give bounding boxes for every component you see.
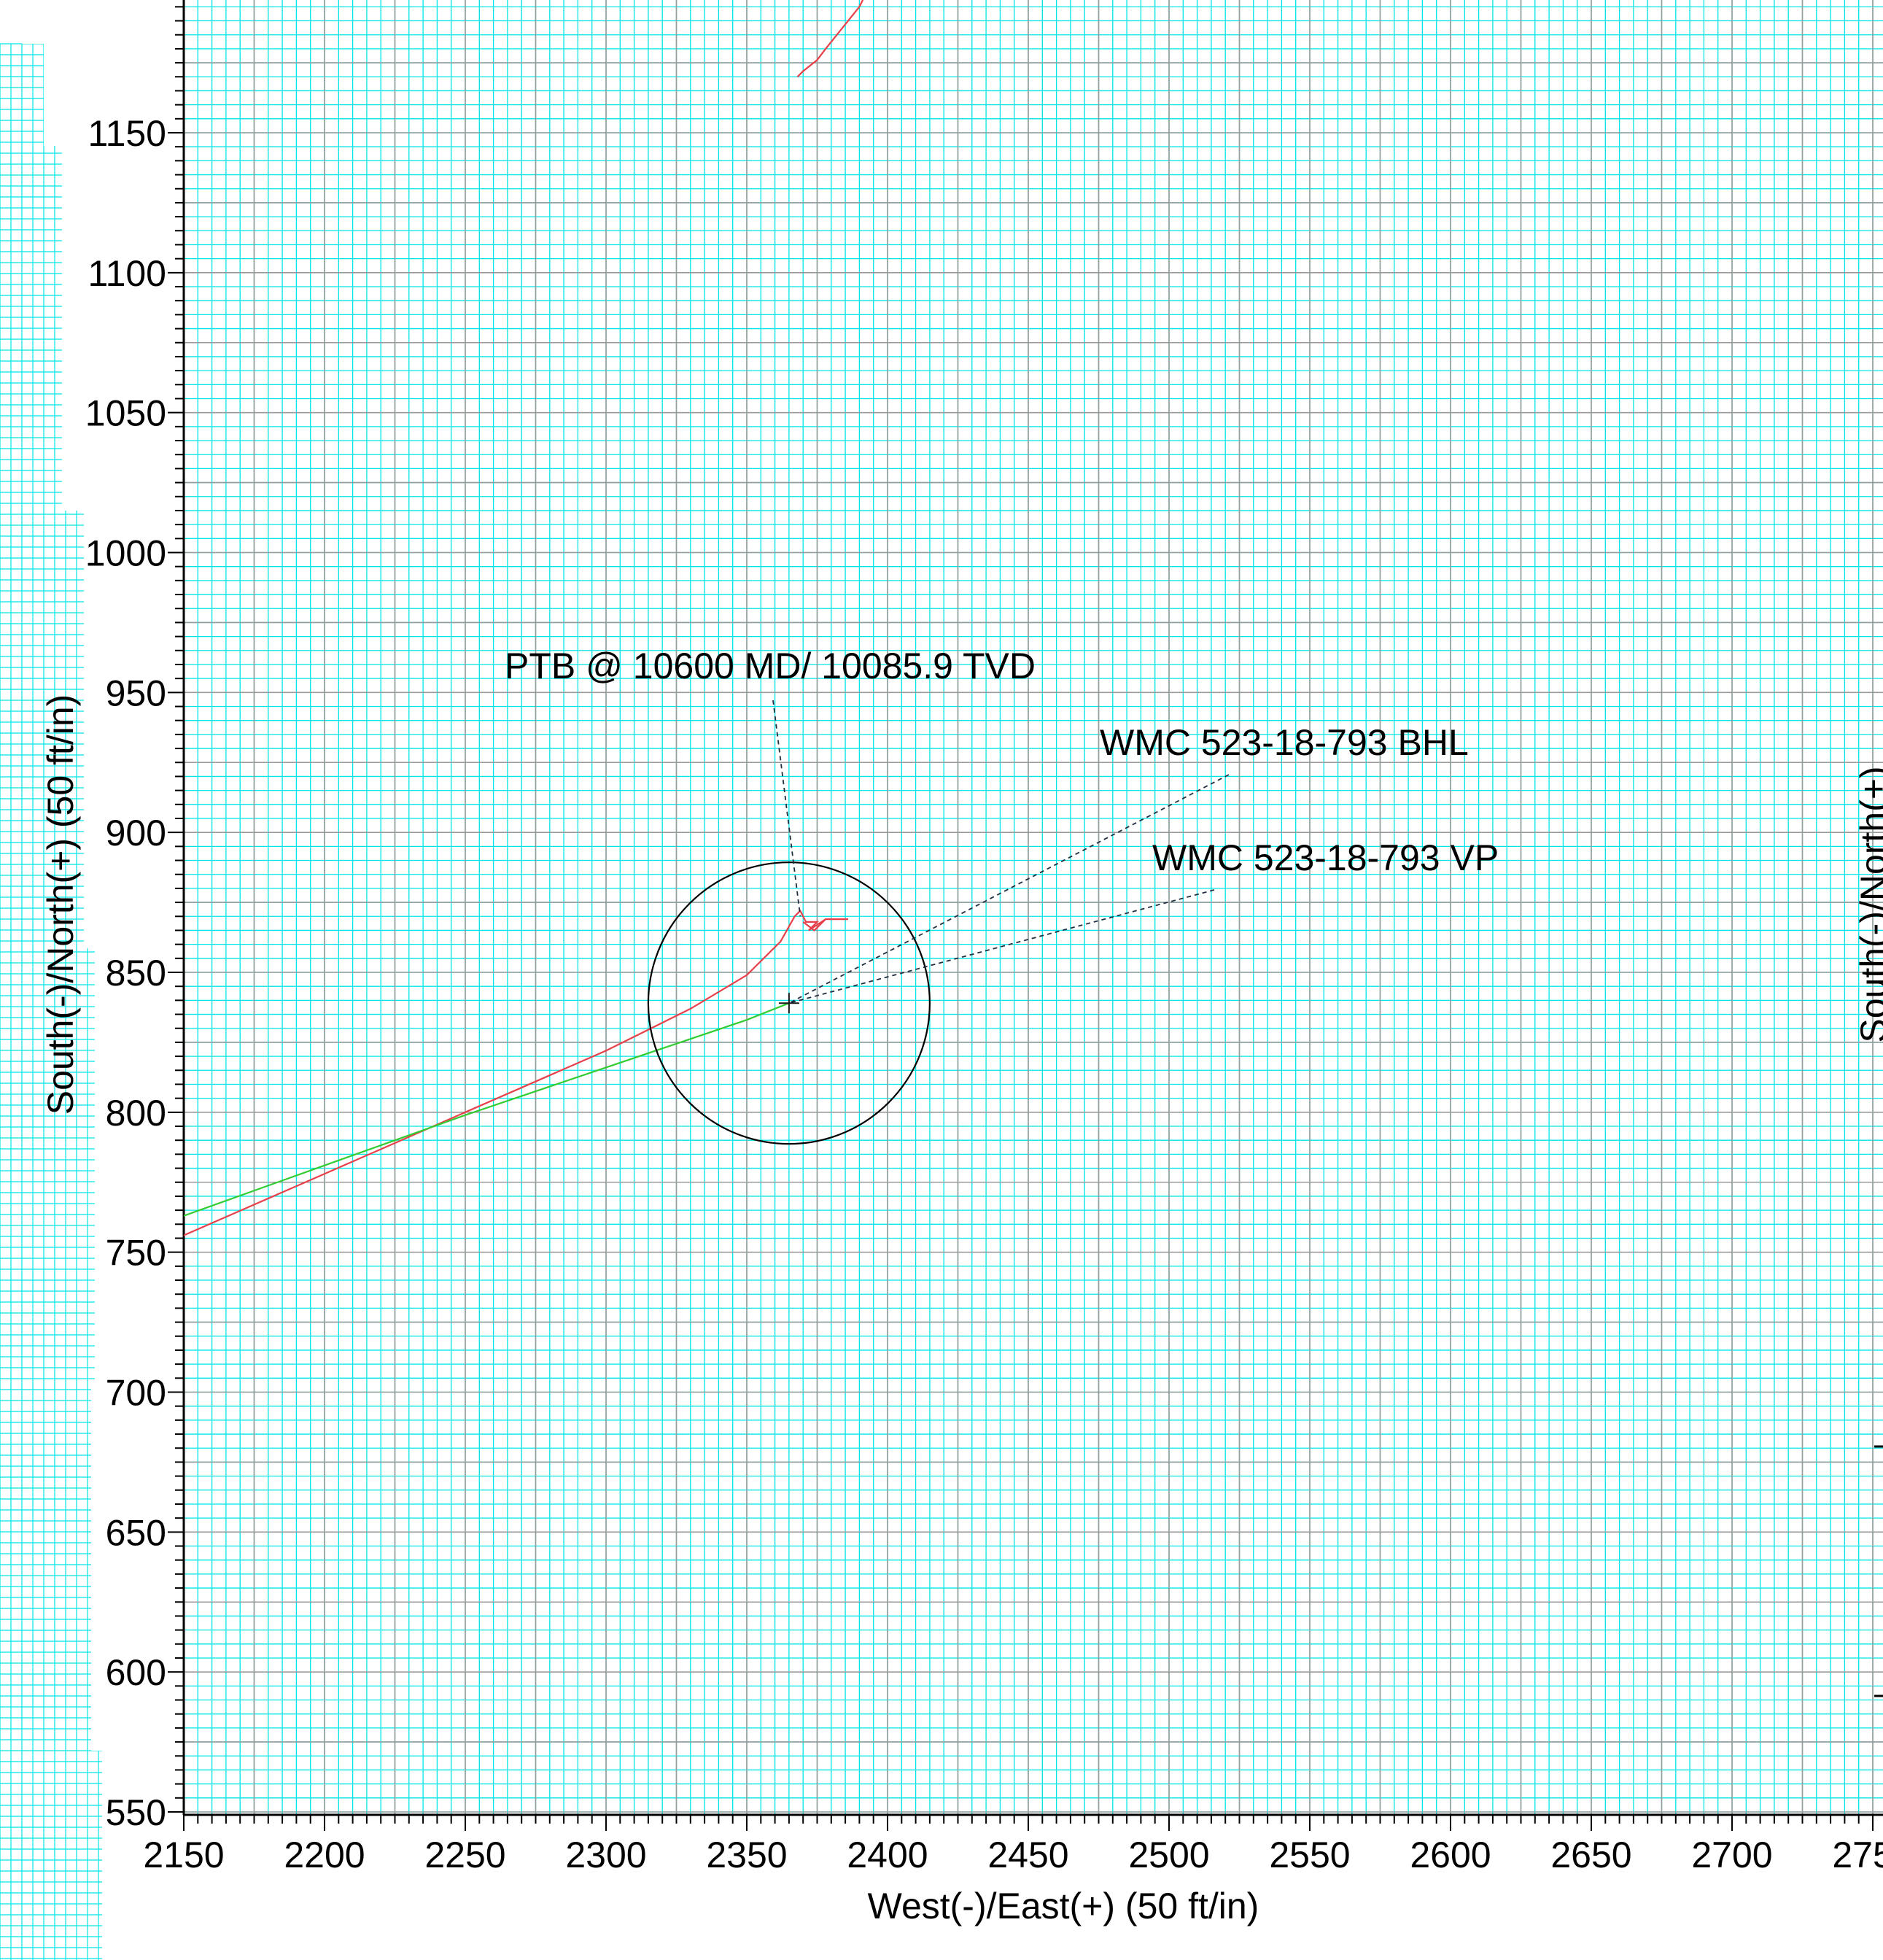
x-tick-label: 2250 [424,1835,505,1875]
x-tick-label: 2500 [1128,1835,1209,1875]
y-tick-label: 1150 [88,113,166,154]
ptb-annotation-leader [772,700,801,917]
bhl-annotation-label: WMC 523-18-793 BHL [1100,722,1469,763]
y-tick-label: 550 [106,1792,166,1833]
plot-axes [168,0,1883,1831]
y-tick-label: 1000 [85,533,166,574]
y-tick-label: 1050 [85,393,166,434]
x-tick-label: 2300 [565,1835,646,1875]
y-tick-label: 1100 [88,253,166,294]
y-tick-label: 850 [106,953,166,993]
target-circle-group [647,861,931,1145]
x-tick-label: 2400 [847,1835,928,1875]
vp-annotation-leader [788,889,1215,1004]
bhl-annotation-leader [788,774,1230,1004]
x-tick-label: 2700 [1691,1835,1772,1875]
x-tick-label: 2450 [987,1835,1068,1875]
x-tick-label: 2650 [1550,1835,1631,1875]
y-tick-labels: 550 600 650 700 750 800 850 900 950 1000 1050 1100 1… [85,113,166,1833]
x-tick-label: 2750 [1832,1835,1883,1875]
x-tick-labels: 2150 2200 2250 2300 2350 2400 2450 2500 2550 2600… [143,1835,1883,1875]
actual-wellpath-line-upper [796,0,864,78]
adjacent-panel-strip [0,0,184,1960]
y-tick-label: 700 [106,1373,166,1414]
x-tick-label: 2550 [1269,1835,1350,1875]
plan-wellpath-line [184,1002,790,1217]
y-axis-title: South(-)/North(+) (50 ft/in) [40,694,81,1115]
ptb-annotation-label: PTB @ 10600 MD/ 10085.9 TVD [505,646,1036,686]
target-circle [647,861,931,1145]
x-tick-label: 2350 [706,1835,787,1875]
y-tick-label: 950 [106,673,166,713]
right-axis-tick-marks [1874,1445,1883,1697]
wellpath-series [184,0,864,1236]
vp-annotation-label: WMC 523-18-793 VP [1152,837,1499,878]
y-tick-label: 650 [106,1512,166,1553]
major-grid [183,0,1883,1815]
strip-mask [0,0,184,1960]
x-tick-label: 2150 [143,1835,224,1875]
y-tick-label: 600 [106,1652,166,1693]
x-tick-label: 2200 [284,1835,365,1875]
x-axis-title: West(-)/East(+) (50 ft/in) [868,1886,1259,1926]
y-tick-label: 800 [106,1093,166,1134]
y-tick-label: 900 [106,813,166,853]
annotation-group: PTB @ 10600 MD/ 10085.9 TVD WMC 523-18-79… [505,646,1499,1004]
right-axis-title: South(-)/North(+) [1853,766,1883,1042]
x-tick-label: 2600 [1410,1835,1491,1875]
actual-wellpath-line-lower [184,909,848,1236]
y-tick-label: 750 [106,1233,166,1274]
